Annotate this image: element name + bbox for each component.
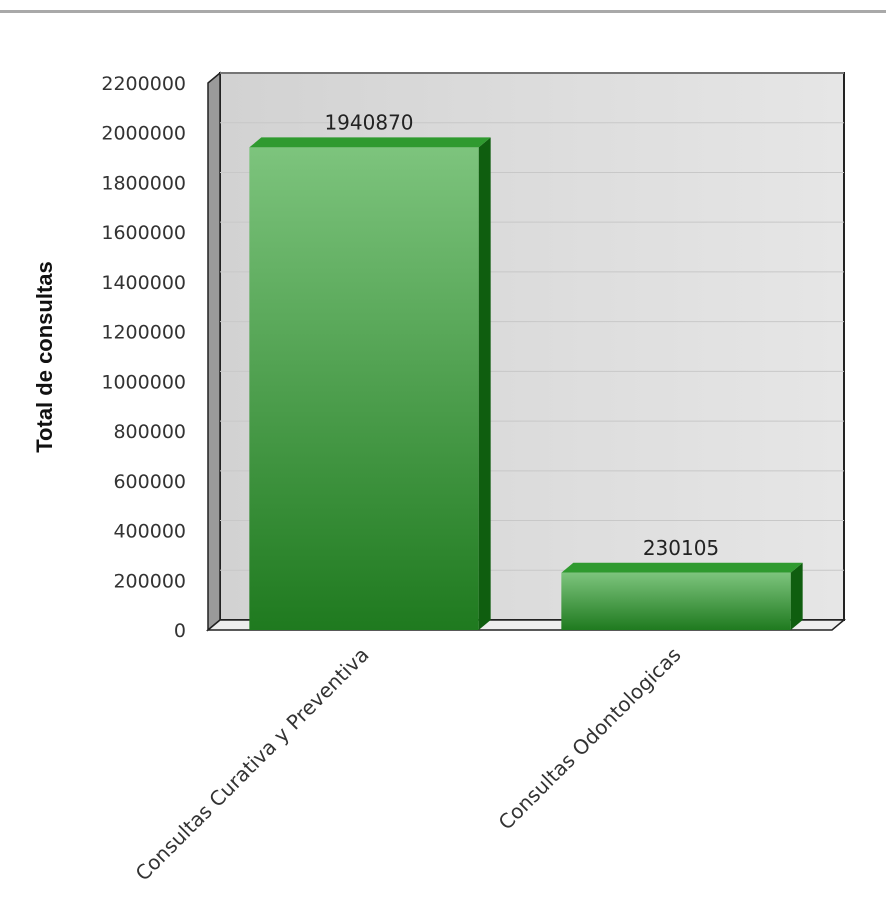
x-tick-label: Consultas Odontologicas	[494, 643, 686, 835]
y-tick-label: 1200000	[101, 322, 186, 344]
y-axis-ticks: 0 200000 400000 600000 800000 1000000 1200000 1…	[101, 73, 186, 642]
x-axis-categories: Consultas Curativa y Preventiva Consultas…	[131, 643, 686, 886]
data-label: 230105	[643, 536, 719, 560]
y-tick-label: 0	[174, 620, 186, 642]
bar	[249, 147, 479, 630]
data-label: 1940870	[324, 110, 413, 134]
y-tick-label: 2000000	[101, 123, 186, 145]
bar-group	[249, 137, 491, 630]
x-tick-label: Consultas Curativa y Preventiva	[131, 643, 374, 886]
y-tick-label: 400000	[113, 521, 186, 543]
bar-top	[561, 562, 803, 573]
y-tick-label: 200000	[113, 570, 186, 592]
bar-top	[249, 137, 491, 148]
bar-side	[790, 562, 803, 630]
bar-group	[561, 562, 803, 630]
y-tick-label: 800000	[113, 421, 186, 443]
y-tick-label: 1600000	[101, 222, 186, 244]
bar-side	[478, 137, 491, 630]
bar	[561, 572, 791, 630]
y-tick-label: 1800000	[101, 172, 186, 194]
y-tick-label: 2200000	[101, 73, 186, 95]
y-axis-title: Total de consultas	[32, 261, 57, 453]
data-labels: 1940870 230105	[324, 110, 719, 559]
y-tick-label: 1000000	[101, 371, 186, 393]
plot-left-wall	[207, 71, 221, 632]
y-tick-label: 1400000	[101, 272, 186, 294]
y-tick-label: 600000	[113, 471, 186, 493]
top-divider	[0, 10, 886, 13]
bars	[249, 137, 803, 630]
